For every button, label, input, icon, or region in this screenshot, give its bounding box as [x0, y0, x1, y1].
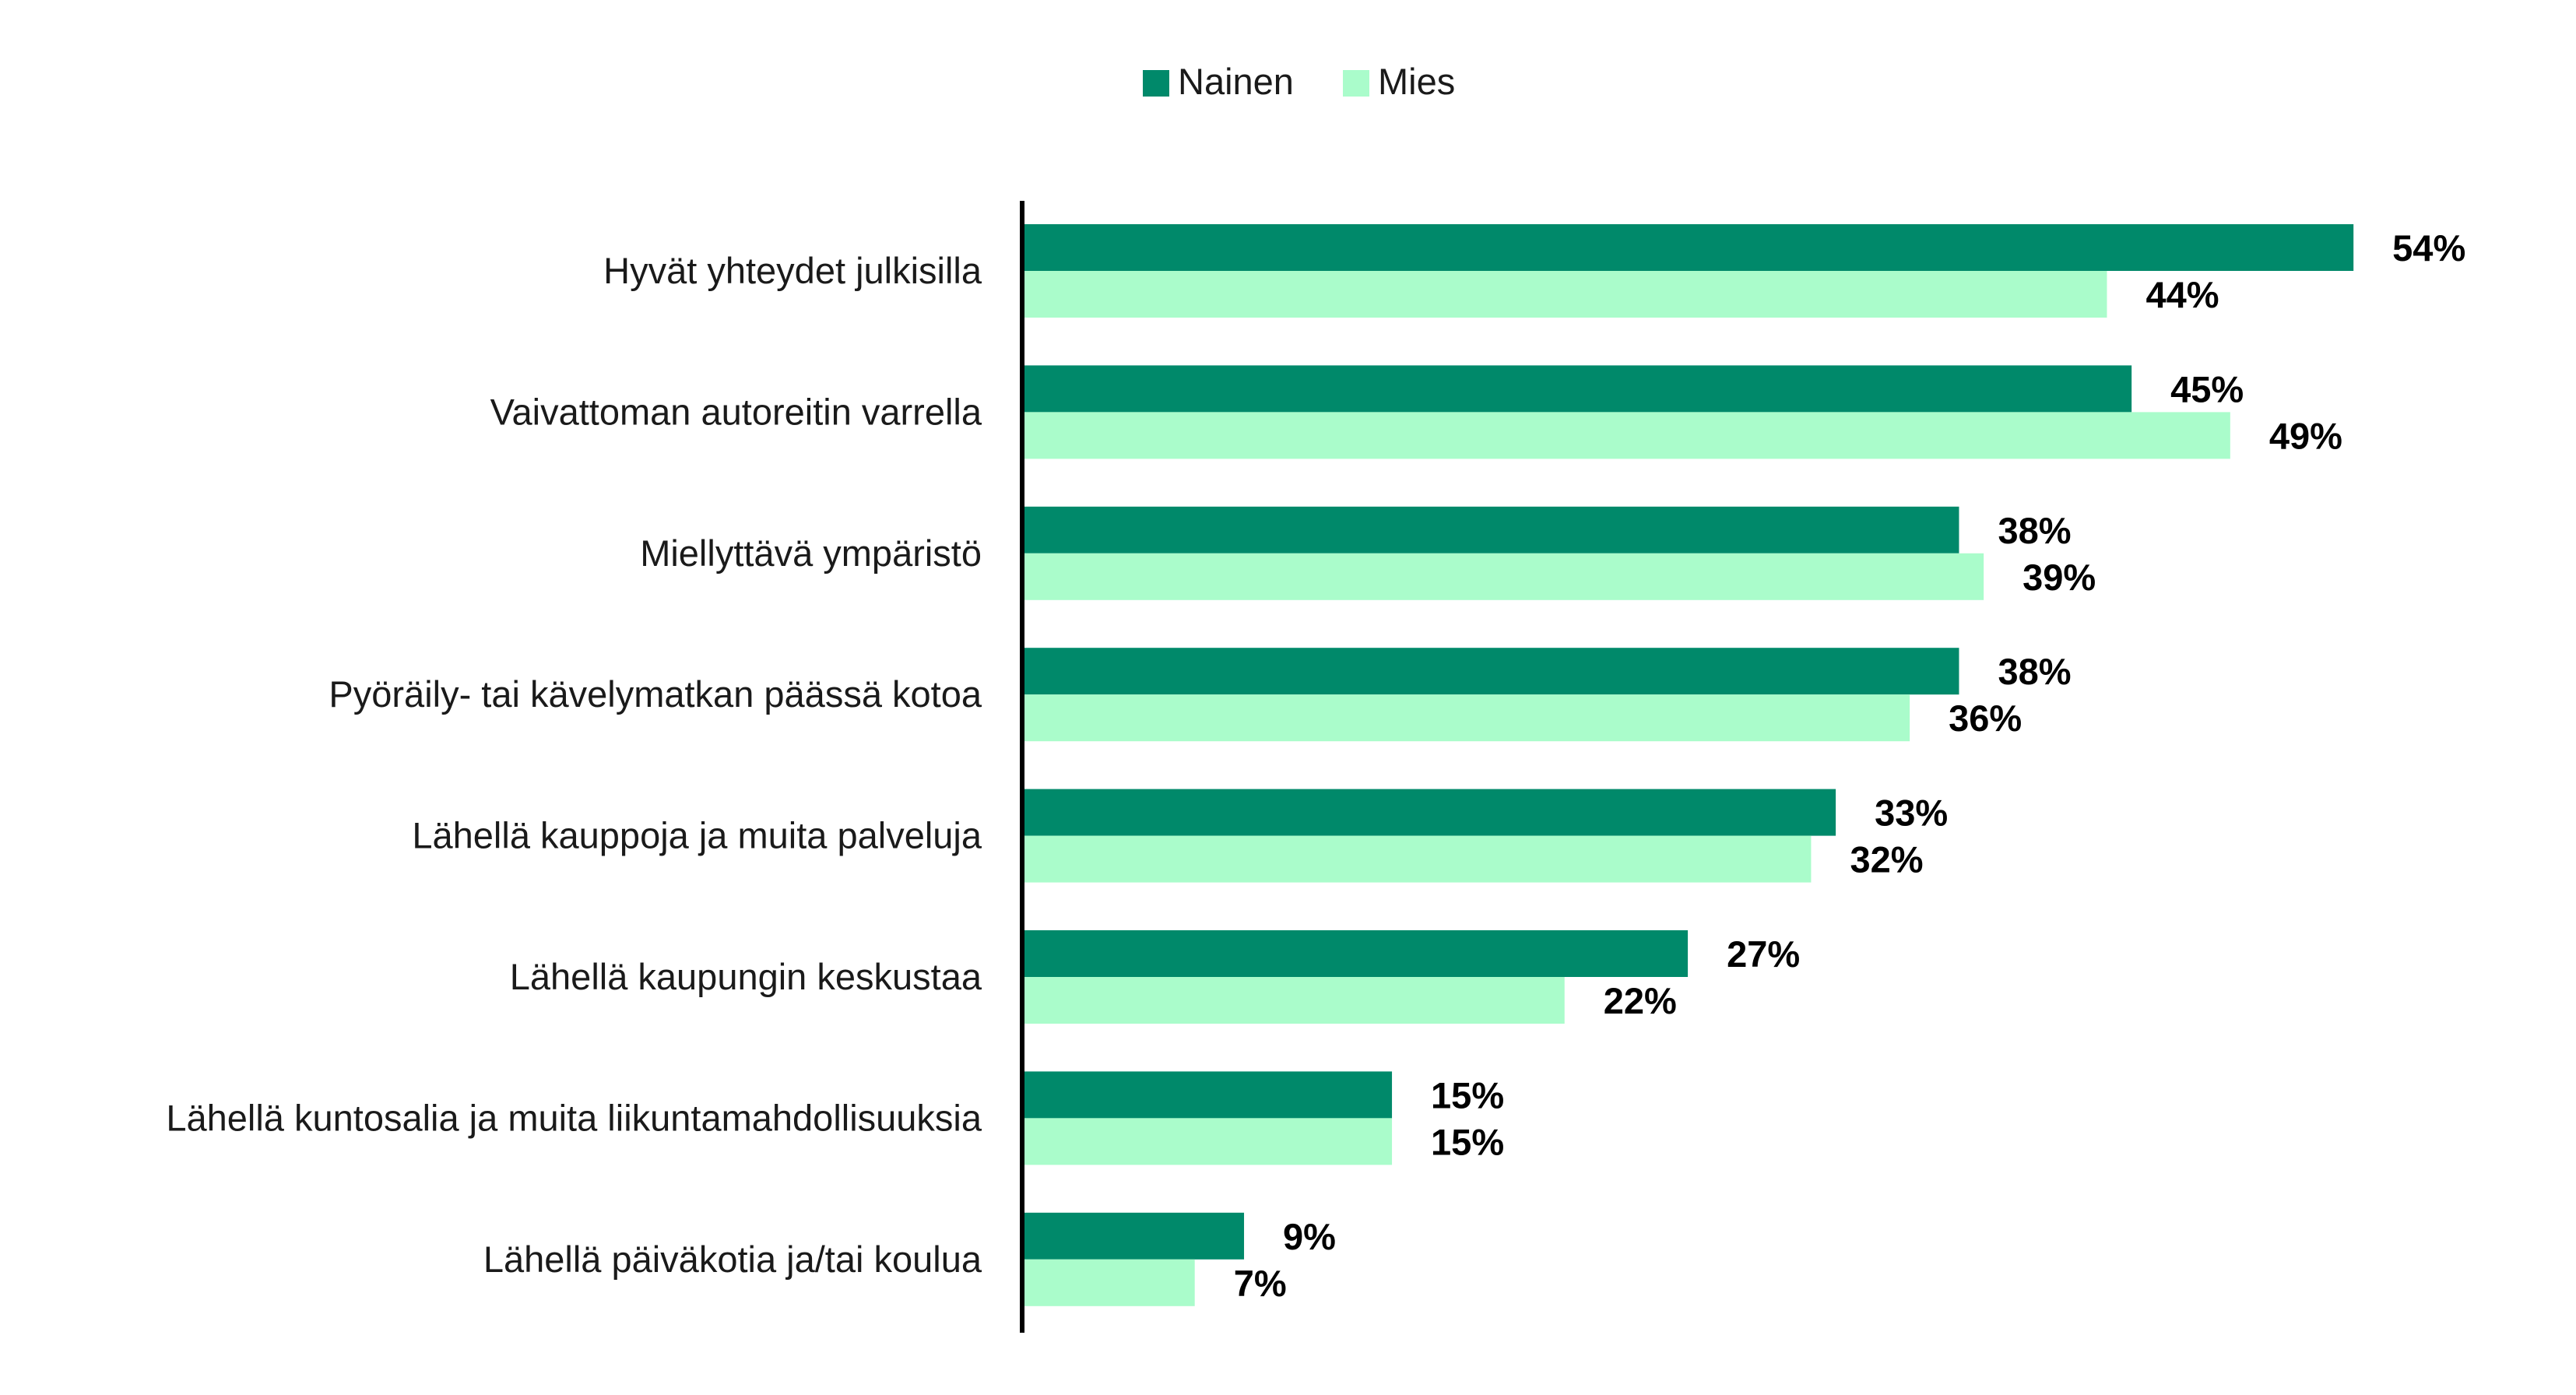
category-labels: Hyvät yhteydet julkisilla Vaivattoman aut… — [166, 250, 982, 1280]
bar-nainen-5 — [1022, 930, 1689, 977]
data-label: 45% — [2170, 368, 2244, 409]
data-label: 7% — [1234, 1263, 1287, 1304]
data-label: 33% — [1875, 792, 1948, 834]
bar-nainen-7 — [1022, 1212, 1245, 1260]
category-label: Lähellä päiväkotia ja/tai koulua — [483, 1239, 982, 1280]
data-label: 38% — [1998, 651, 2071, 692]
data-label: 39% — [2022, 557, 2096, 598]
legend-swatch-nainen — [1143, 70, 1169, 97]
bars — [1022, 224, 2354, 1306]
category-label: Vaivattoman autoreitin varrella — [490, 391, 982, 432]
data-label: 44% — [2145, 274, 2219, 315]
legend: Nainen Mies — [1143, 61, 1455, 102]
bar-mies-1 — [1022, 412, 2230, 459]
legend-label-mies: Mies — [1378, 61, 1455, 102]
data-label: 22% — [1604, 980, 1677, 1021]
category-label: Lähellä kaupungin keskustaa — [510, 956, 982, 997]
data-label: 27% — [1727, 933, 1800, 975]
data-label: 15% — [1431, 1074, 1504, 1116]
category-label: Miellyttävä ympäristö — [640, 532, 982, 574]
bar-nainen-3 — [1022, 648, 1959, 695]
bar-mies-0 — [1022, 271, 2107, 318]
bar-mies-6 — [1022, 1118, 1393, 1165]
bar-nainen-1 — [1022, 365, 2132, 413]
bar-mies-3 — [1022, 694, 1910, 742]
category-label: Pyöräily- tai kävelymatkan päässä kotoa — [329, 673, 982, 715]
bar-nainen-0 — [1022, 224, 2354, 271]
data-label: 36% — [1949, 698, 2022, 739]
data-label: 32% — [1850, 839, 1923, 880]
bar-nainen-2 — [1022, 506, 1959, 553]
bar-mies-7 — [1022, 1259, 1195, 1306]
bar-mies-4 — [1022, 835, 1812, 883]
data-label: 15% — [1431, 1121, 1504, 1162]
bar-nainen-6 — [1022, 1071, 1393, 1119]
legend-swatch-mies — [1343, 70, 1369, 97]
legend-label-nainen: Nainen — [1178, 61, 1294, 102]
data-label: 49% — [2269, 415, 2342, 456]
data-label: 54% — [2392, 227, 2465, 269]
category-label: Hyvät yhteydet julkisilla — [603, 250, 982, 291]
data-label: 9% — [1283, 1216, 1336, 1257]
bar-mies-2 — [1022, 553, 1984, 600]
bar-mies-5 — [1022, 977, 1565, 1024]
category-label: Lähellä kuntosalia ja muita liikuntamahd… — [166, 1097, 982, 1138]
data-label: 38% — [1998, 510, 2071, 551]
value-labels: 54% 44% 45% 49% 38% 39% 38% 36% 33% 32% 27% 22% 15% 1… — [1234, 227, 2466, 1304]
bar-nainen-4 — [1022, 789, 1836, 836]
category-label: Lähellä kauppoja ja muita palveluja — [412, 815, 982, 856]
